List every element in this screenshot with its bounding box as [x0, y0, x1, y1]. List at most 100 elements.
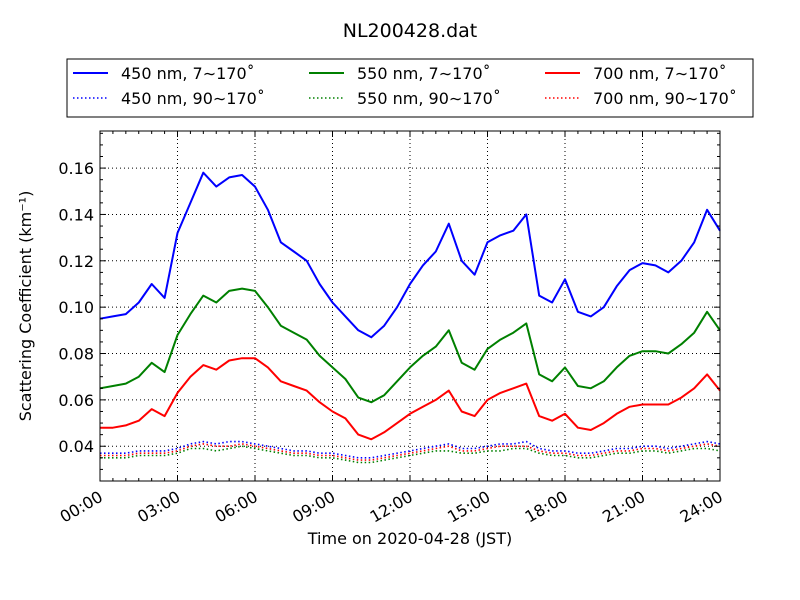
data-point [280, 450, 282, 452]
data-point [590, 457, 592, 459]
data-point [577, 385, 579, 387]
data-point [125, 452, 127, 454]
data-point [616, 448, 618, 450]
data-point [293, 332, 295, 334]
data-point [125, 457, 127, 459]
data-point [371, 462, 373, 464]
data-point [487, 445, 489, 447]
data-point [358, 434, 360, 436]
data-point [138, 302, 140, 304]
data-point [138, 450, 140, 452]
data-point [293, 452, 295, 454]
data-point [306, 390, 308, 392]
data-point [448, 445, 450, 447]
data-point [228, 290, 230, 292]
data-point [383, 459, 385, 461]
data-point [241, 174, 243, 176]
data-point [538, 295, 540, 297]
data-point [358, 457, 360, 459]
data-point [254, 290, 256, 292]
data-point [616, 286, 618, 288]
data-point [306, 339, 308, 341]
data-point [487, 448, 489, 450]
data-point [409, 413, 411, 415]
data-point [668, 404, 670, 406]
data-point [500, 443, 502, 445]
data-point [293, 450, 295, 452]
data-point [345, 378, 347, 380]
data-point [228, 441, 230, 443]
data-point [409, 452, 411, 454]
data-point [435, 251, 437, 253]
data-point [358, 462, 360, 464]
data-point [254, 357, 256, 359]
data-point [267, 209, 269, 211]
data-point [474, 415, 476, 417]
data-point [681, 450, 683, 452]
data-point [164, 452, 166, 454]
data-point [706, 443, 708, 445]
data-point [706, 448, 708, 450]
x-tick-label: 18:00 [522, 487, 571, 527]
series-line [100, 445, 721, 464]
data-point [474, 450, 476, 452]
data-point [474, 448, 476, 450]
data-point [280, 242, 282, 244]
data-point [306, 452, 308, 454]
data-point [448, 450, 450, 452]
y-tick-label: 0.16 [58, 159, 94, 178]
data-point [164, 455, 166, 457]
data-point [551, 455, 553, 457]
data-point [177, 450, 179, 452]
data-point [551, 381, 553, 383]
data-point [551, 452, 553, 454]
data-point [551, 450, 553, 452]
data-point [422, 406, 424, 408]
data-point [474, 274, 476, 276]
data-point [138, 452, 140, 454]
data-point [422, 265, 424, 267]
data-point [603, 455, 605, 457]
data-point [345, 418, 347, 420]
data-point [112, 455, 114, 457]
data-point [164, 297, 166, 299]
data-point [668, 448, 670, 450]
data-point [538, 374, 540, 376]
data-point [125, 383, 127, 385]
data-point [216, 186, 218, 188]
data-point [616, 413, 618, 415]
data-point [564, 455, 566, 457]
data-point [422, 452, 424, 454]
x-tick-label: 24:00 [677, 487, 726, 527]
data-point [448, 443, 450, 445]
series-line [100, 443, 721, 461]
data-point [383, 455, 385, 457]
legend: 450 nm, 7∼170˚ 450 nm, 90∼170˚ 550 nm, 7∼1… [66, 58, 754, 118]
data-point [577, 427, 579, 429]
data-point [177, 452, 179, 454]
data-point [681, 448, 683, 450]
data-point [345, 459, 347, 461]
data-point [396, 452, 398, 454]
series-line [100, 440, 721, 459]
x-tick-label: 03:00 [134, 487, 183, 527]
data-point [668, 452, 670, 454]
data-point [681, 397, 683, 399]
data-point [603, 381, 605, 383]
x-tick-label: 06:00 [212, 487, 261, 527]
data-point [280, 448, 282, 450]
data-point [526, 214, 528, 216]
data-point [203, 448, 205, 450]
data-point [280, 325, 282, 327]
x-tick-label: 21:00 [599, 487, 648, 527]
data-point [590, 452, 592, 454]
data-point [345, 457, 347, 459]
data-point [138, 420, 140, 422]
data-point [461, 450, 463, 452]
data-point [461, 448, 463, 450]
data-point [228, 445, 230, 447]
series-line [99, 287, 721, 404]
data-point [448, 390, 450, 392]
data-point [603, 422, 605, 424]
y-tick-label: 0.14 [58, 205, 94, 224]
